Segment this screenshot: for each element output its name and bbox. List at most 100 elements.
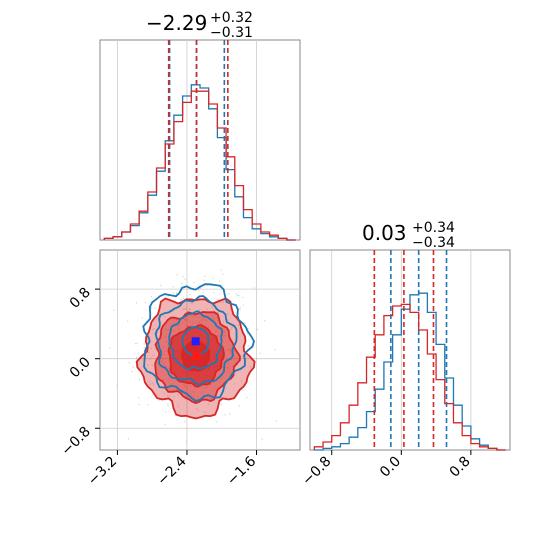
title-value: 0.03 xyxy=(362,221,407,245)
scatter-point xyxy=(153,328,155,330)
scatter-point xyxy=(136,342,138,344)
scatter-point xyxy=(217,319,219,322)
panel-title-param2: 0.03 +0.34 −0.34 xyxy=(362,217,460,251)
scatter-point xyxy=(261,438,264,441)
scatter-point xyxy=(216,421,218,423)
scatter-point xyxy=(246,396,248,399)
scatter-point xyxy=(150,295,153,298)
scatter-point xyxy=(244,322,246,324)
scatter-point xyxy=(137,352,140,354)
scatter-point xyxy=(198,321,200,324)
scatter-point xyxy=(183,308,185,310)
scatter-point xyxy=(201,320,203,322)
scatter-point xyxy=(222,301,224,304)
x-tick-label: 0.0 xyxy=(377,454,404,481)
scatter-point xyxy=(137,397,140,399)
scatter-point xyxy=(185,440,188,443)
scatter-point xyxy=(169,395,171,398)
scatter-point xyxy=(198,289,200,292)
scatter-point xyxy=(204,411,206,414)
scatter-point xyxy=(207,403,210,405)
scatter-point xyxy=(238,307,240,310)
scatter-point xyxy=(213,313,216,316)
scatter-point xyxy=(168,378,171,380)
scatter-point xyxy=(212,318,214,320)
scatter-point xyxy=(229,350,232,352)
scatter-point xyxy=(253,287,255,289)
scatter-point xyxy=(176,274,178,276)
scatter-point xyxy=(153,344,156,346)
scatter-point xyxy=(198,316,200,319)
scatter-point xyxy=(164,424,166,426)
scatter-point xyxy=(193,395,195,398)
histogram-panel-param1: −2.29 +0.32 −0.31 xyxy=(99,10,301,241)
scatter-point xyxy=(236,294,239,297)
scatter-point xyxy=(229,351,231,354)
scatter-point xyxy=(189,294,192,296)
scatter-point xyxy=(216,335,218,337)
scatter-point xyxy=(256,328,259,331)
panel-frame xyxy=(99,39,301,241)
scatter-point xyxy=(217,298,219,301)
scatter-point xyxy=(219,301,222,303)
scatter-point xyxy=(151,394,153,396)
scatter-point xyxy=(185,308,187,310)
x-tick-label: −2.4 xyxy=(154,453,189,488)
contour-1-level-1 xyxy=(154,295,238,386)
scatter-point xyxy=(204,387,206,389)
scatter-point xyxy=(197,410,199,412)
scatter-point xyxy=(215,317,218,319)
panel-frame xyxy=(309,249,511,451)
scatter-point xyxy=(211,316,214,319)
scatter-point xyxy=(209,397,212,399)
scatter-point xyxy=(191,324,193,327)
scatter-point xyxy=(229,349,232,351)
scatter-point xyxy=(223,331,226,333)
scatter-point xyxy=(204,275,206,278)
scatter-point xyxy=(168,329,170,331)
scatter-point xyxy=(211,306,213,308)
scatter-point xyxy=(227,349,229,351)
scatter-point xyxy=(165,411,167,413)
scatter-point xyxy=(167,329,169,331)
scatter-point xyxy=(183,421,186,423)
scatter-point xyxy=(177,405,179,408)
scatter-point xyxy=(185,319,187,322)
scatter-point xyxy=(233,383,235,385)
scatter-point xyxy=(246,333,248,335)
scatter-point xyxy=(255,357,258,360)
scatter-point xyxy=(166,357,169,360)
scatter-point xyxy=(165,341,168,343)
scatter-point xyxy=(185,324,188,326)
scatter-point xyxy=(135,356,138,359)
scatter-point xyxy=(195,408,198,410)
scatter-point xyxy=(151,306,153,309)
scatter-point xyxy=(135,302,138,304)
scatter-point xyxy=(162,379,165,381)
scatter-point xyxy=(150,383,152,385)
scatter-point xyxy=(217,311,219,314)
scatter-point xyxy=(157,372,159,374)
scatter-point xyxy=(215,387,217,390)
scatter-point xyxy=(227,370,229,372)
x-tick-label: 0.8 xyxy=(447,454,474,481)
scatter-point xyxy=(162,346,165,348)
scatter-point xyxy=(192,316,194,318)
scatter-point xyxy=(199,309,201,311)
y-tick-label: 0.8 xyxy=(67,285,94,312)
scatter-point xyxy=(189,320,192,323)
scatter-point xyxy=(193,281,195,284)
scatter-point xyxy=(162,363,164,365)
scatter-point xyxy=(167,295,169,298)
scatter-point xyxy=(230,329,232,331)
scatter-point xyxy=(225,366,227,369)
histogram-series-1 xyxy=(103,90,296,241)
scatter-point xyxy=(191,302,193,305)
scatter-point xyxy=(220,377,222,380)
scatter-point xyxy=(204,319,206,321)
contour-1-level-3 xyxy=(181,326,210,357)
scatter-point xyxy=(175,292,178,295)
scatter-point xyxy=(178,328,180,330)
scatter-point xyxy=(234,312,236,314)
